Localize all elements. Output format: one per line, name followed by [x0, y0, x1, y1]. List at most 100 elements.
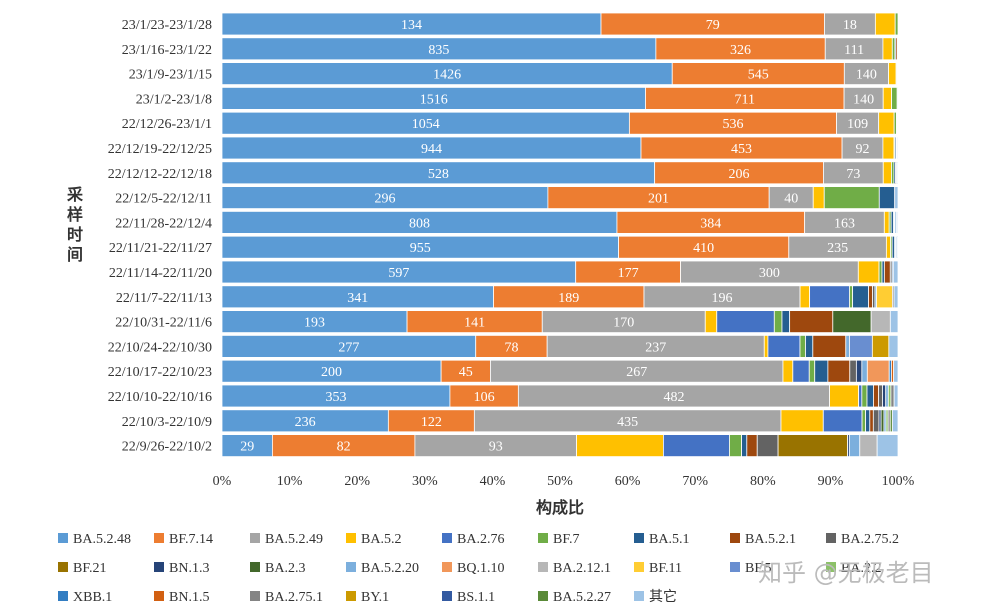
bar-segment — [812, 186, 825, 210]
data-label: 45 — [459, 365, 473, 380]
bar-segment — [892, 260, 899, 284]
legend-label: BA.2.12.1 — [553, 561, 611, 576]
data-label: 82 — [337, 440, 351, 455]
legend-label: BA.5.2.27 — [553, 590, 611, 605]
data-label: 92 — [855, 142, 869, 157]
legend-swatch — [58, 562, 68, 572]
legend-swatch — [634, 562, 644, 572]
x-tick-label: 50% — [547, 474, 573, 489]
legend-swatch — [250, 562, 260, 572]
y-tick-label: 22/12/5-22/12/11 — [115, 192, 212, 207]
bar-segment — [858, 384, 863, 408]
data-label: 835 — [428, 43, 449, 58]
data-label: 200 — [321, 365, 342, 380]
bar-segment — [878, 111, 895, 135]
legend-swatch — [346, 562, 356, 572]
bar-segment — [880, 409, 885, 433]
data-label: 353 — [325, 390, 346, 405]
y-tick-label: 22/10/3-22/10/9 — [122, 415, 212, 430]
bar-segment — [792, 359, 810, 383]
y-tick-label: 22/12/26-23/1/1 — [122, 117, 212, 132]
bar-segment — [827, 359, 851, 383]
y-tick-label: 23/1/2-23/1/8 — [136, 92, 212, 107]
bar-segment — [896, 136, 899, 160]
legend-swatch — [634, 591, 644, 601]
legend-label: BA.2.2 — [841, 561, 881, 576]
data-label: 170 — [613, 316, 634, 331]
legend-label: BA.2.75.2 — [841, 532, 899, 547]
legend-swatch — [826, 533, 836, 543]
data-label: 140 — [856, 68, 877, 83]
data-label: 1054 — [412, 117, 440, 132]
legend-label: BF.21 — [73, 561, 107, 576]
bar-segment — [832, 310, 872, 334]
y-tick-label: 22/11/28-22/12/4 — [115, 216, 212, 231]
data-label: 177 — [618, 266, 639, 281]
bar-segment — [789, 310, 834, 334]
legend-label: XBB.1 — [73, 590, 112, 605]
bar-segment — [849, 334, 873, 358]
legend-swatch — [634, 533, 644, 543]
bars-group — [221, 12, 899, 458]
y-tick-label: 22/12/12-22/12/18 — [108, 167, 212, 182]
legend-label: BN.1.3 — [169, 561, 209, 576]
legend-label: BA.5.2.49 — [265, 532, 323, 547]
y-tick-label: 22/9/26-22/10/2 — [122, 440, 212, 455]
legend-label: BA.2.76 — [457, 532, 504, 547]
x-tick-label: 40% — [480, 474, 506, 489]
legend-swatch — [730, 533, 740, 543]
watermark: 知乎 @无极老目 — [758, 559, 934, 587]
bar-segment — [763, 334, 769, 358]
y-axis-title: 采样时间 — [66, 185, 83, 264]
legend-label: BQ.1.10 — [457, 561, 504, 576]
bar-segment — [873, 384, 880, 408]
y-tick-label: 22/11/7-22/11/13 — [116, 291, 212, 306]
legend-swatch — [58, 591, 68, 601]
bar-segment — [896, 111, 899, 135]
bar-segment — [885, 235, 891, 259]
bar-segment — [888, 334, 899, 358]
y-tick-label: 22/10/31-22/11/6 — [115, 316, 212, 331]
legend-label: BS.1.1 — [457, 590, 495, 605]
bar-segment — [897, 37, 899, 61]
x-tick-label: 90% — [818, 474, 844, 489]
bar-segment — [704, 310, 718, 334]
data-label: 528 — [428, 167, 449, 182]
bar-segment — [845, 334, 850, 358]
legend-label: BA.2.3 — [265, 561, 305, 576]
x-axis-title: 构成比 — [536, 498, 584, 517]
bar-segment — [773, 310, 783, 334]
bar-segment — [883, 260, 891, 284]
data-label: 955 — [410, 241, 431, 256]
bar-segment — [849, 285, 854, 309]
y-tick-label: 22/11/21-22/11/27 — [109, 241, 212, 256]
data-label: 482 — [663, 390, 684, 405]
bar-segment — [812, 334, 847, 358]
data-label: 78 — [504, 340, 518, 355]
legend-label: BF.11 — [649, 561, 682, 576]
data-label: 267 — [626, 365, 647, 380]
legend-label: BA.5.2.48 — [73, 532, 131, 547]
bar-segment — [868, 285, 873, 309]
legend-swatch — [250, 591, 260, 601]
bar-segment — [882, 37, 893, 61]
data-label: 1426 — [433, 68, 461, 83]
legend-swatch — [250, 533, 260, 543]
bar-segment — [866, 384, 874, 408]
bar-segment — [746, 434, 758, 458]
legend-swatch — [442, 562, 452, 572]
data-label: 193 — [304, 316, 325, 331]
y-tick-label: 23/1/16-23/1/22 — [122, 43, 212, 58]
data-label: 536 — [722, 117, 743, 132]
data-label: 235 — [827, 241, 848, 256]
bar-segment — [857, 260, 880, 284]
data-label: 163 — [834, 216, 855, 231]
x-tick-label: 20% — [344, 474, 370, 489]
data-label: 435 — [617, 415, 638, 430]
x-tick-label: 0% — [213, 474, 232, 489]
x-tick-label: 80% — [750, 474, 776, 489]
data-label: 111 — [844, 43, 864, 58]
data-label: 944 — [421, 142, 442, 157]
data-label: 141 — [464, 316, 485, 331]
y-tick-label: 22/10/17-22/10/23 — [108, 365, 212, 380]
